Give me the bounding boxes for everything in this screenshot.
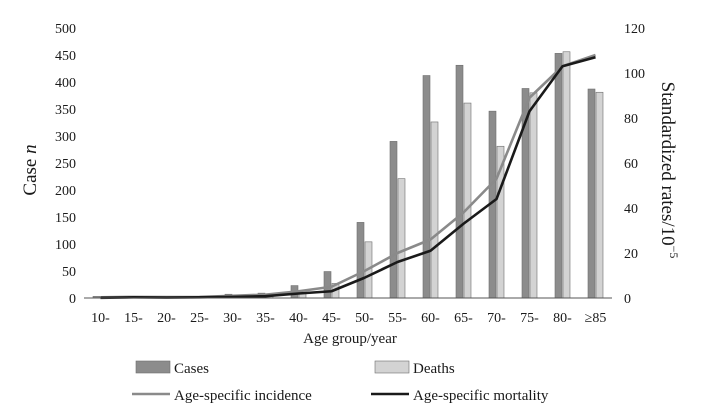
y-left-tick-label: 450 — [55, 49, 76, 64]
y-right-tick-label: 0 — [624, 292, 631, 307]
y-left-tick-label: 250 — [55, 157, 76, 172]
x-axis-title: Age group/year — [303, 331, 397, 347]
x-tick-label: 75- — [520, 311, 539, 326]
x-tick-label: 45- — [322, 311, 341, 326]
bar-cases — [389, 141, 398, 299]
x-tick-label: 40- — [289, 311, 308, 326]
bar-deaths — [397, 178, 406, 299]
bar-cases — [587, 88, 596, 299]
x-tick-label: 10- — [91, 311, 110, 326]
x-tick-label: 15- — [124, 311, 143, 326]
bar-cases — [323, 271, 332, 299]
x-tick-label: 55- — [388, 311, 407, 326]
y-right-tick-label: 80 — [624, 112, 638, 127]
bar-cases — [455, 64, 464, 299]
legend-swatch-cases — [135, 360, 171, 374]
bar-deaths — [562, 51, 571, 299]
legend-label-cases: Cases — [174, 361, 209, 377]
x-tick-label: 60- — [421, 311, 440, 326]
legend-label-age-specific-incidence: Age-specific incidence — [174, 388, 312, 404]
line-age-specific-incidence — [100, 53, 596, 299]
y-left-tick-label: 300 — [55, 130, 76, 145]
y-left-tick-label: 400 — [55, 76, 76, 91]
x-tick-label: 20- — [157, 311, 176, 326]
y-left-tick-label: 50 — [62, 265, 76, 280]
y-right-tick-label: 20 — [624, 247, 638, 262]
bar-deaths — [430, 121, 439, 299]
y-axis-right-title: Standardized rates/10−5 — [657, 82, 681, 259]
x-tick-label: 25- — [190, 311, 209, 326]
y-axis-left-title: Case n — [20, 144, 41, 195]
bar-cases — [554, 53, 563, 299]
x-tick-label: ≥85 — [585, 311, 607, 326]
x-tick-label: 50- — [355, 311, 374, 326]
y-right-tick-label: 100 — [624, 67, 645, 82]
bar-cases — [356, 222, 365, 299]
x-tick-label: 70- — [487, 311, 506, 326]
y-left-tick-label: 100 — [55, 238, 76, 253]
legend: Cases Deaths Age-specific incidence Age-spe… — [132, 360, 549, 404]
y-left-tick-label: 350 — [55, 103, 76, 118]
bar-deaths — [595, 91, 604, 299]
legend-label-age-specific-mortality: Age-specific mortality — [413, 388, 549, 404]
bar-cases — [422, 75, 431, 299]
x-tick-label: 80- — [553, 311, 572, 326]
legend-label-deaths: Deaths — [413, 361, 455, 377]
line-age-specific-mortality — [100, 55, 596, 300]
legend-swatch-deaths — [374, 360, 410, 374]
x-tick-label: 30- — [223, 311, 242, 326]
bar-deaths — [463, 102, 472, 299]
y-left-tick-label: 200 — [55, 184, 76, 199]
bar-deaths — [529, 92, 538, 299]
y-left-tick-label: 150 — [55, 211, 76, 226]
y-left-tick-label: 500 — [55, 22, 76, 37]
x-tick-label: 35- — [256, 311, 275, 326]
x-tick-label: 65- — [454, 311, 473, 326]
y-right-tick-label: 60 — [624, 157, 638, 172]
y-right-tick-label: 40 — [624, 202, 638, 217]
y-left-tick-label: 0 — [69, 292, 76, 307]
y-right-tick-label: 120 — [624, 22, 645, 37]
